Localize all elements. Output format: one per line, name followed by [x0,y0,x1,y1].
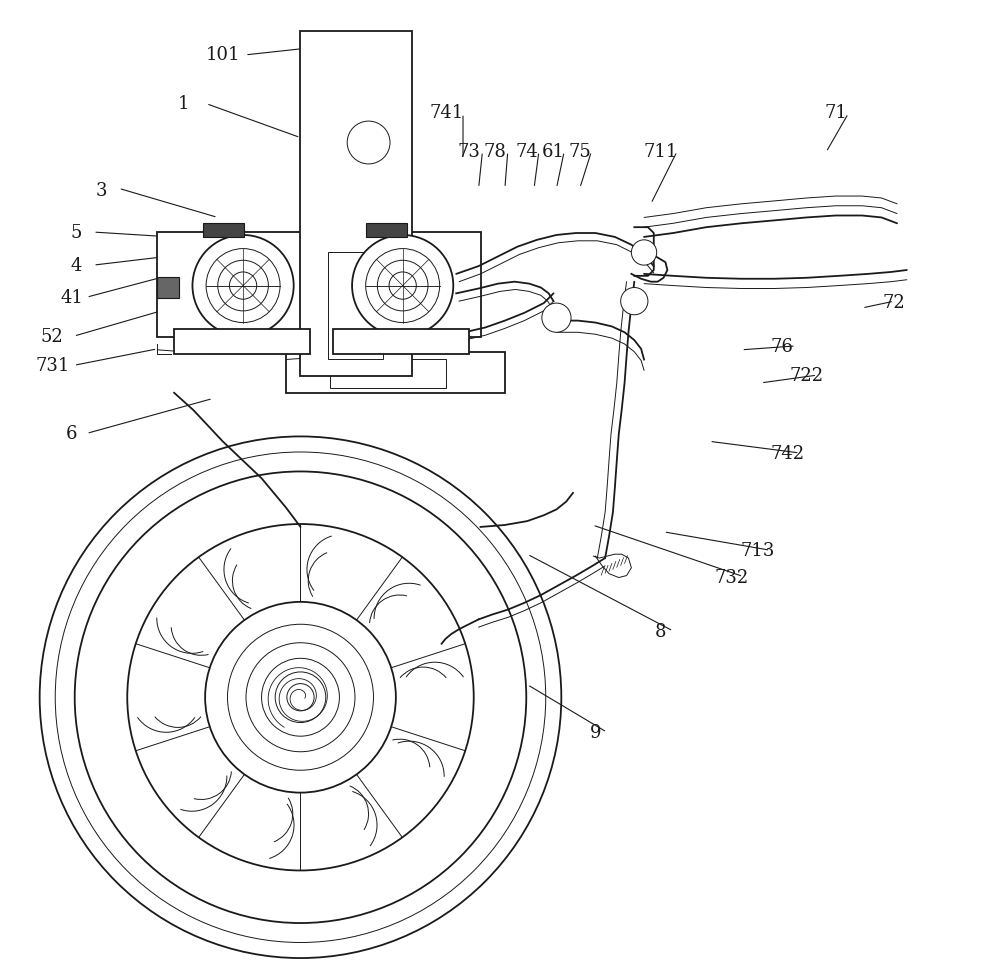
Circle shape [631,240,657,265]
Circle shape [205,602,396,793]
Circle shape [229,272,257,300]
Bar [203,224,244,237]
Text: 71: 71 [824,104,847,122]
Text: 61: 61 [542,143,565,161]
Text: 52: 52 [41,328,64,346]
Circle shape [287,683,314,711]
Text: 72: 72 [883,294,906,312]
Bar [286,351,505,392]
Circle shape [206,249,280,322]
Text: 741: 741 [429,104,464,122]
Text: 101: 101 [205,46,240,63]
Circle shape [218,261,268,311]
Text: 8: 8 [655,623,666,641]
Text: 1: 1 [178,95,189,112]
Text: 742: 742 [770,445,804,463]
Circle shape [542,304,571,332]
Text: 732: 732 [715,569,749,587]
Text: 5: 5 [71,224,82,242]
Text: 73: 73 [457,143,480,161]
Circle shape [352,235,453,336]
Text: 2: 2 [382,143,394,161]
Text: 9: 9 [590,724,601,743]
Bar [328,252,383,358]
Text: 76: 76 [771,338,794,356]
Circle shape [75,471,526,923]
Text: 41: 41 [60,289,83,307]
Text: 713: 713 [741,543,775,560]
Circle shape [377,261,428,311]
Circle shape [366,249,440,322]
Bar [300,30,412,376]
Circle shape [275,671,326,722]
Bar [320,232,481,337]
Text: 711: 711 [643,143,678,161]
Text: 722: 722 [790,367,824,386]
Circle shape [246,643,355,752]
Text: 78: 78 [484,143,507,161]
Circle shape [192,235,294,336]
Circle shape [40,436,561,958]
Circle shape [227,625,373,770]
Circle shape [127,524,474,871]
Circle shape [347,121,390,164]
Bar [366,224,407,237]
Circle shape [55,452,546,943]
Text: 3: 3 [95,183,107,200]
Bar [333,329,469,353]
Text: 731: 731 [35,357,70,376]
Circle shape [621,288,648,315]
Text: 74: 74 [516,143,539,161]
Bar [157,232,318,337]
Bar [157,277,179,299]
Bar [174,329,310,353]
Text: 6: 6 [66,426,78,443]
Circle shape [262,659,339,736]
Bar [330,358,446,387]
Circle shape [389,272,416,300]
Text: 4: 4 [71,257,82,275]
Text: 75: 75 [568,143,591,161]
